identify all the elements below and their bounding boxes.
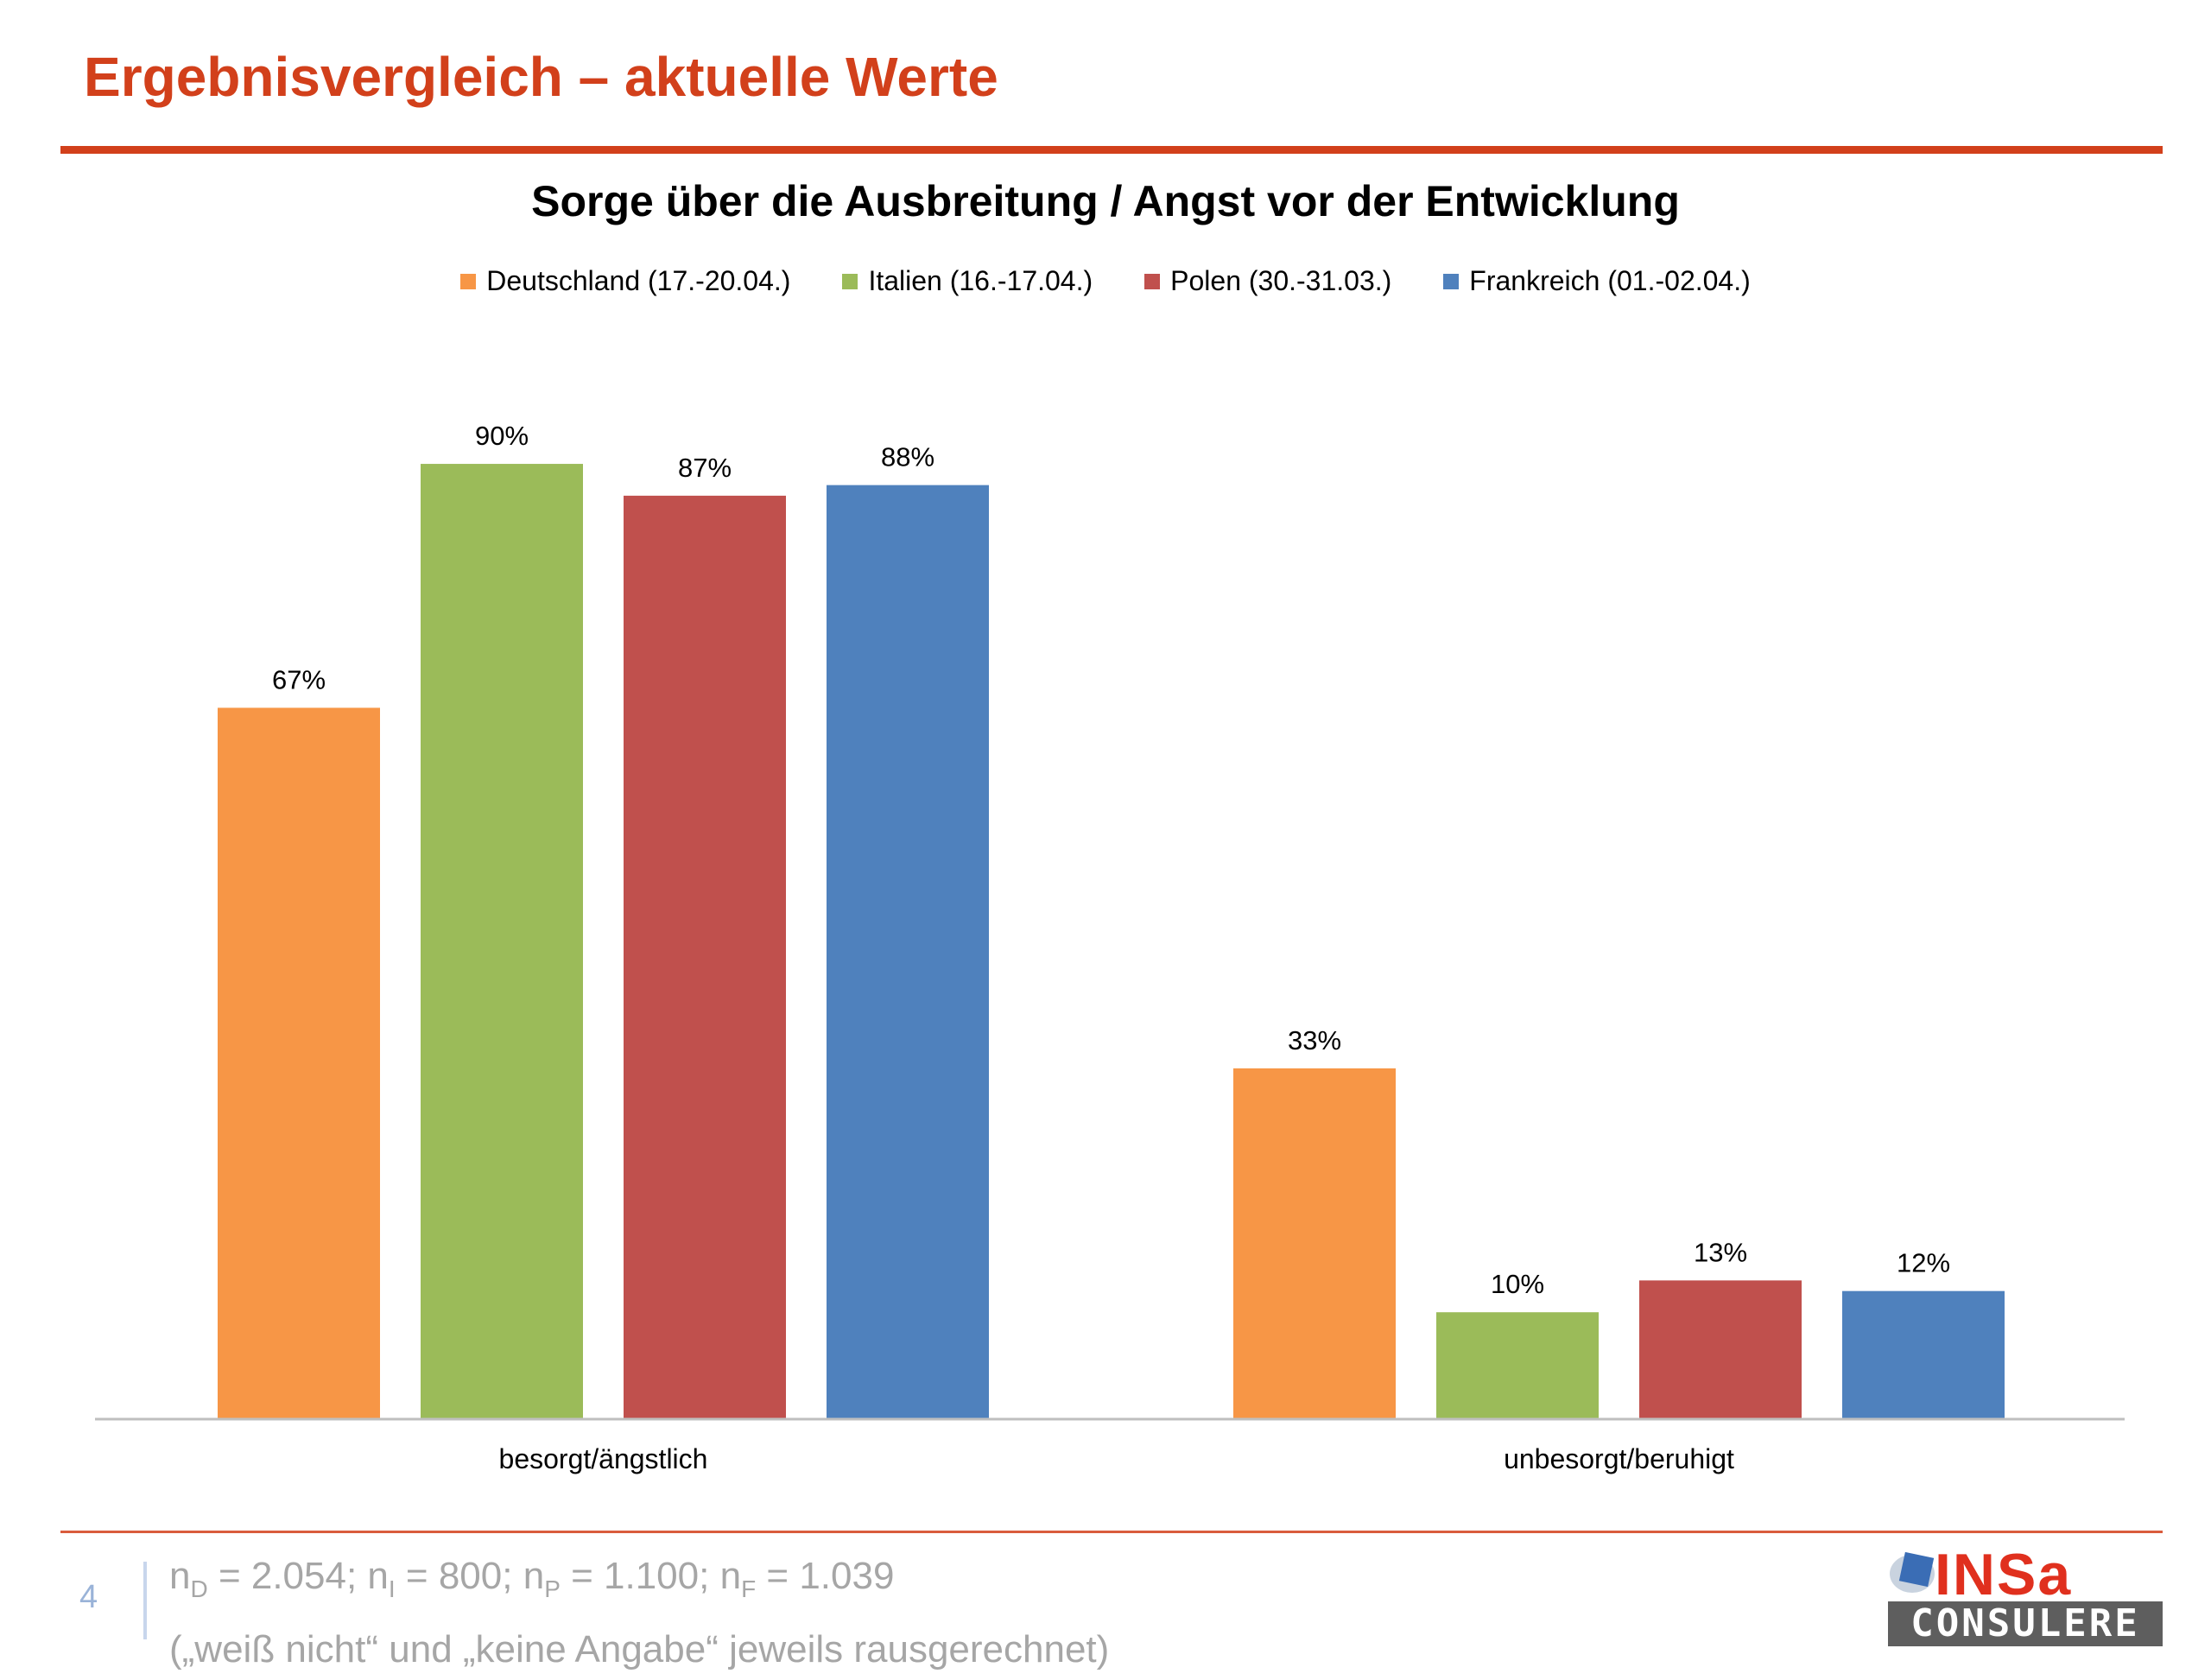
legend-swatch bbox=[842, 273, 858, 289]
bar-chart: 67% 90% 87% 88% besorgt/ängstlich 33% 10% 13% 12… bbox=[95, 421, 2125, 1474]
bar-0-2 bbox=[624, 495, 786, 1418]
data-label-1-1: 10% bbox=[1491, 1269, 1544, 1299]
bar-1-1 bbox=[1436, 1312, 1599, 1418]
bar-1-2 bbox=[1639, 1280, 1802, 1418]
bar-0-3 bbox=[827, 485, 989, 1418]
data-label-0-2: 87% bbox=[678, 453, 732, 483]
sample-value-3: = 1.039 bbox=[756, 1555, 895, 1597]
category-label-1: unbesorgt/beruhigt bbox=[1504, 1443, 1734, 1474]
legend-swatch bbox=[1144, 273, 1161, 289]
chart-legend: Deutschland (17.-20.04.) Italien (16.-17.… bbox=[0, 265, 2211, 297]
legend-label: Frankreich (01.-02.04.) bbox=[1469, 265, 1751, 296]
sample-n-3: n bbox=[719, 1555, 742, 1597]
footer-rule bbox=[60, 1531, 2163, 1533]
sample-value-0: = 2.054; bbox=[207, 1555, 368, 1597]
insa-logo: INSa CONSULERE bbox=[1888, 1542, 2163, 1650]
footnote: nD = 2.054; nI = 800; nP = 1.100; nF = 1… bbox=[169, 1546, 1109, 1680]
sample-n-2: n bbox=[523, 1555, 545, 1597]
logo-word: INSa bbox=[1935, 1542, 2073, 1607]
legend-item-2: Polen (30.-31.03.) bbox=[1144, 265, 1391, 297]
bar-1-3 bbox=[1842, 1290, 2005, 1418]
sample-n-1: n bbox=[367, 1555, 389, 1597]
footer-divider bbox=[143, 1562, 147, 1639]
sample-sub-2: P bbox=[544, 1575, 561, 1602]
sample-sub-3: F bbox=[741, 1575, 757, 1602]
sample-sub-1: I bbox=[388, 1575, 396, 1602]
data-label-0-3: 88% bbox=[881, 442, 934, 472]
sample-sub-0: D bbox=[190, 1575, 208, 1602]
sample-value-1: = 800; bbox=[395, 1555, 523, 1597]
data-label-0-0: 67% bbox=[272, 664, 326, 694]
logo-band: CONSULERE bbox=[1888, 1601, 2163, 1646]
sample-value-2: = 1.100; bbox=[560, 1555, 720, 1597]
category-label-0: besorgt/ängstlich bbox=[499, 1443, 708, 1474]
sample-sizes: nD = 2.054; nI = 800; nP = 1.100; nF = 1… bbox=[169, 1546, 1109, 1620]
legend-swatch bbox=[1443, 273, 1460, 289]
data-label-1-3: 12% bbox=[1897, 1248, 1950, 1278]
data-label-0-1: 90% bbox=[475, 421, 529, 451]
data-label-1-2: 13% bbox=[1694, 1237, 1747, 1267]
chart-title: Sorge über die Ausbreitung / Angst vor d… bbox=[531, 177, 1680, 225]
legend-item-0: Deutschland (17.-20.04.) bbox=[460, 265, 790, 297]
footnote-note: („weiß nicht“ und „keine Angabe“ jeweils… bbox=[169, 1627, 1110, 1670]
legend-label: Deutschland (17.-20.04.) bbox=[486, 265, 791, 296]
logo-mark-icon bbox=[1890, 1551, 1935, 1593]
legend-item-3: Frankreich (01.-02.04.) bbox=[1443, 265, 1751, 297]
slide-title: Ergebnisvergleich – aktuelle Werte bbox=[84, 46, 998, 108]
legend-item-1: Italien (16.-17.04.) bbox=[842, 265, 1093, 297]
legend-label: Polen (30.-31.03.) bbox=[1170, 265, 1392, 296]
bar-0-1 bbox=[421, 464, 583, 1418]
page-number: 4 bbox=[79, 1579, 98, 1615]
legend-label: Italien (16.-17.04.) bbox=[868, 265, 1093, 296]
data-label-1-0: 33% bbox=[1288, 1025, 1341, 1056]
bar-0-0 bbox=[218, 707, 380, 1418]
title-rule bbox=[60, 146, 2163, 154]
sample-n-0: n bbox=[169, 1555, 191, 1597]
bar-1-0 bbox=[1233, 1068, 1396, 1418]
legend-swatch bbox=[460, 273, 477, 289]
